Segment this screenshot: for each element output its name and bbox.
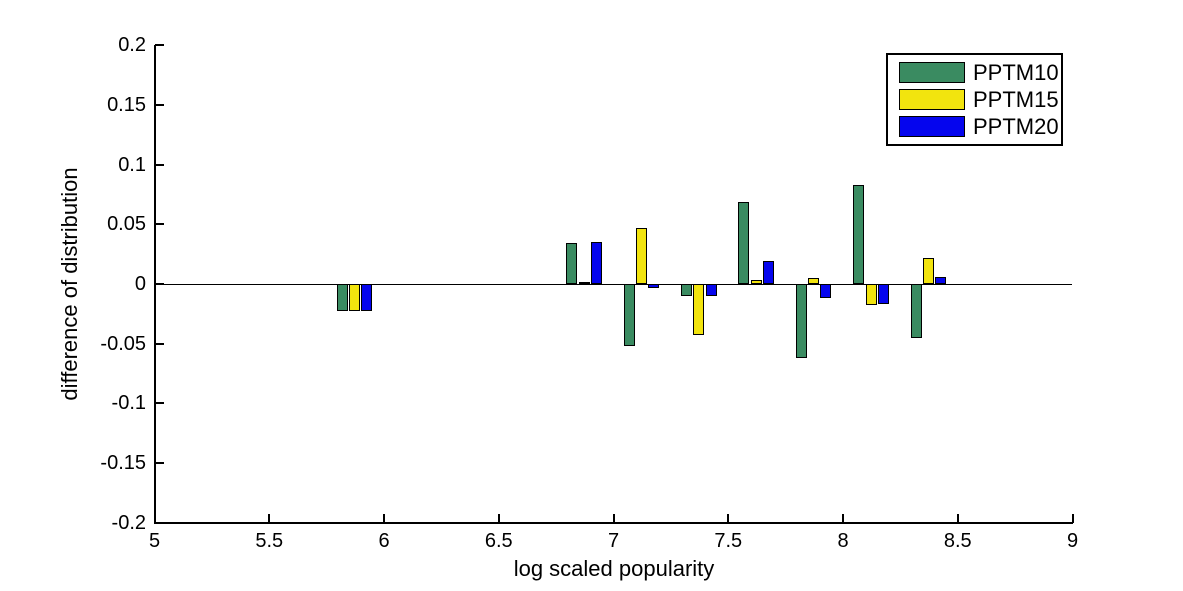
y-tick [154,223,164,226]
x-axis-line [154,522,1073,524]
x-tick [497,514,500,523]
x-tick [956,514,959,523]
bar-pptm15 [865,284,877,306]
bar-pptm15 [808,278,820,284]
bar-pptm10 [336,284,348,312]
bar-pptm20 [763,261,775,284]
y-tick-label: -0.1 [111,392,146,415]
legend-item-pptm20: PPTM20 [888,114,1061,139]
bar-pptm15 [750,280,762,284]
x-tick-label: 8 [837,530,849,552]
bar-pptm20 [935,276,947,284]
legend-label-pptm10: PPTM10 [973,59,1059,85]
legend-label-pptm20: PPTM20 [973,113,1059,139]
bar-pptm20 [648,284,660,288]
bar-pptm10 [566,243,578,284]
bar-pptm20 [590,242,602,284]
bar-pptm10 [623,284,635,347]
bar-pptm10 [738,201,750,284]
x-tick [1071,514,1074,523]
y-tick-label: 0.2 [118,34,146,57]
y-tick [154,283,164,285]
bar-pptm10 [795,284,807,358]
bar-pptm15 [636,227,648,284]
legend-swatch-pptm20 [899,116,965,137]
bar-pptm15 [922,257,934,284]
bar-pptm15 [578,281,590,284]
y-tick [154,462,164,465]
legend-swatch-pptm10 [899,62,965,83]
bar-pptm10 [910,284,922,338]
legend-swatch-pptm15 [899,89,965,110]
y-tick [154,402,164,405]
x-tick-label: 9 [1066,530,1079,552]
y-tick [154,342,164,345]
y-tick [154,103,164,106]
x-tick [842,514,844,523]
x-tick [268,514,271,523]
bar-pptm15 [693,284,705,336]
bar-pptm10 [853,184,865,284]
legend-item-pptm15: PPTM15 [888,87,1061,112]
y-tick-label: -0.15 [100,452,146,475]
legend-item-pptm10: PPTM10 [888,60,1061,85]
x-tick [383,514,385,523]
bar-pptm20 [705,284,717,296]
y-tick [154,521,164,524]
y-axis-title: difference of distribution [57,167,82,401]
bar-pptm20 [877,284,889,305]
y-tick [154,44,164,47]
y-tick-label: -0.05 [100,332,146,355]
legend-label-pptm15: PPTM15 [973,86,1059,112]
x-tick [727,514,730,523]
y-tick-label: 0.1 [118,153,146,176]
x-tick-label: 5.5 [255,530,284,552]
legend: PPTM10 PPTM15 PPTM20 [886,53,1063,146]
x-tick [612,514,615,523]
x-tick-label: 7 [607,530,620,552]
bar-pptm20 [361,284,373,312]
bar-pptm20 [820,284,832,299]
bar-pptm10 [681,284,693,296]
x-tick [153,514,156,523]
x-tick-label: 5 [148,530,161,552]
x-axis-title: log scaled popularity [513,556,715,581]
x-tick-label: 6 [378,530,390,552]
y-tick-label: 0 [134,273,146,295]
y-tick-label: 0.05 [107,213,146,236]
y-tick-label: -0.2 [111,511,146,534]
zero-baseline [155,283,1072,285]
x-tick-label: 7.5 [714,530,743,552]
bar-pptm15 [349,284,361,312]
x-tick-label: 6.5 [484,530,513,552]
x-tick-label: 8.5 [943,530,972,552]
y-tick [154,163,164,166]
y-tick-label: 0.15 [107,93,146,116]
